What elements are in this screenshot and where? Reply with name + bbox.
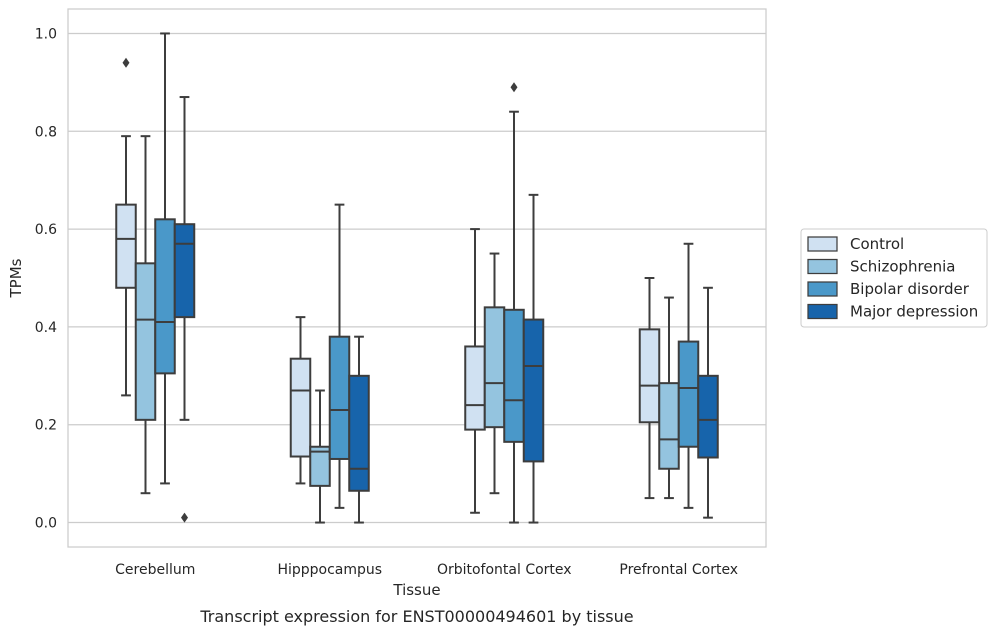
y-tick-label: 0.2 xyxy=(35,418,57,434)
x-tick-label: Orbitofontal Cortex xyxy=(437,562,572,578)
box-bipolar-disorder xyxy=(677,242,700,509)
box-iqr xyxy=(115,203,137,289)
legend: Control Schizophrenia Bipolar disorder Majo… xyxy=(800,228,988,328)
box-major-depression xyxy=(173,96,196,523)
legend-label: Bipolar disorder xyxy=(850,280,970,298)
box-schizophrenia xyxy=(658,296,680,500)
x-tick-label: Prefrontal Cortex xyxy=(619,562,738,578)
box-iqr xyxy=(697,374,719,459)
box-control xyxy=(115,57,137,397)
box-iqr xyxy=(289,357,312,458)
box-control xyxy=(289,316,312,485)
boxes xyxy=(115,32,719,524)
box-iqr xyxy=(348,374,370,492)
outlier-point xyxy=(122,57,130,68)
box-major-depression xyxy=(697,286,719,519)
box-iqr xyxy=(154,218,176,375)
legend-swatch xyxy=(807,303,838,320)
x-tick-label: Cerebellum xyxy=(115,562,195,578)
box-iqr xyxy=(134,262,157,421)
legend-label: Control xyxy=(850,235,904,253)
box-schizophrenia xyxy=(134,135,157,495)
legend-swatch xyxy=(807,258,838,275)
x-axis-label: Tissue xyxy=(392,581,440,599)
box-control xyxy=(464,228,486,514)
legend-label: Major depression xyxy=(850,303,978,321)
outlier-point xyxy=(181,512,188,523)
box-iqr xyxy=(658,382,680,470)
y-tick-label: 0.8 xyxy=(35,124,57,140)
y-tick-label: 0.0 xyxy=(35,516,57,532)
box-major-depression xyxy=(522,193,545,524)
box-schizophrenia xyxy=(309,389,331,524)
box-control xyxy=(638,277,661,500)
legend-label: Schizophrenia xyxy=(850,258,955,276)
box-iqr xyxy=(638,328,661,424)
outlier-point xyxy=(510,82,518,93)
box-iqr xyxy=(309,445,331,487)
box-bipolar-disorder xyxy=(328,203,351,509)
legend-swatch xyxy=(807,236,838,252)
box-iqr xyxy=(173,223,196,319)
figure-caption: Transcript expression for ENST0000049460… xyxy=(199,607,633,626)
plot-area-frame xyxy=(67,8,767,548)
legend-frame xyxy=(800,228,988,328)
y-tick-label: 1.0 xyxy=(35,26,57,42)
box-iqr xyxy=(328,335,351,460)
y-tick-label: 0.6 xyxy=(35,222,57,238)
y-tick-label: 0.4 xyxy=(35,320,57,336)
box-iqr xyxy=(464,345,486,431)
y-axis-label: TPMs xyxy=(7,258,25,298)
box-iqr xyxy=(677,340,700,448)
legend-swatch xyxy=(807,281,838,297)
x-axis-ticks: Cerebellum Hipppocampus Orbitofontal Corte… xyxy=(115,562,738,578)
y-axis-ticks: 0.0 0.2 0.4 0.6 0.8 1.0 xyxy=(35,26,57,531)
x-tick-label: Hipppocampus xyxy=(277,562,382,578)
box-schizophrenia xyxy=(483,252,506,495)
box-iqr xyxy=(483,306,506,429)
box-major-depression xyxy=(348,335,370,524)
box-bipolar-disorder xyxy=(503,82,525,524)
box-bipolar-disorder xyxy=(154,32,176,485)
box-iqr xyxy=(522,318,545,463)
box-iqr xyxy=(503,308,525,443)
